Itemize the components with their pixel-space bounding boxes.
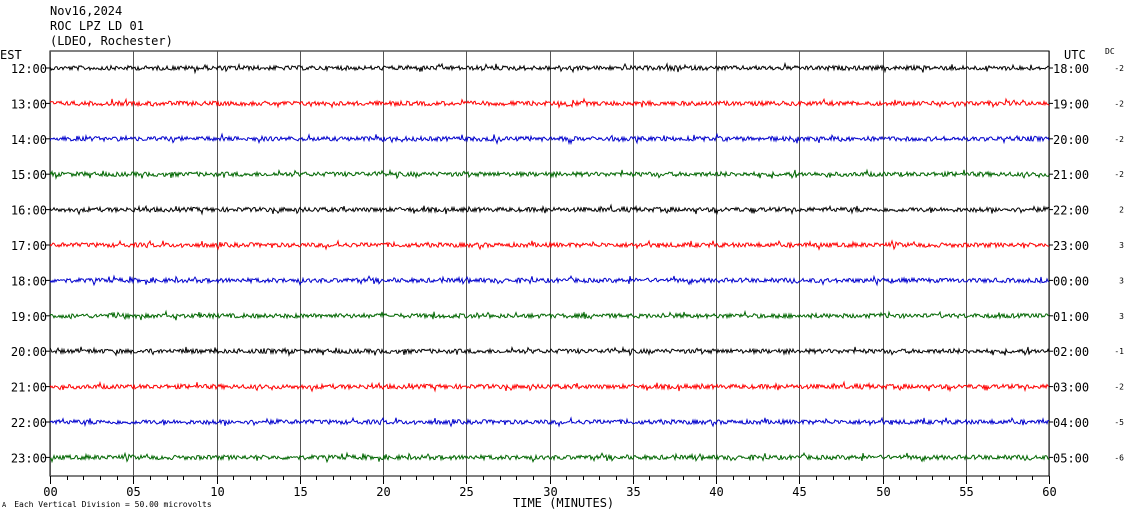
x-tick-label: 45 bbox=[792, 485, 806, 499]
seismic-trace-1900 bbox=[49, 309, 1050, 321]
x-tick-label: 20 bbox=[376, 485, 390, 499]
seismic-trace-2100 bbox=[49, 380, 1050, 393]
utc-time-label: 01:00 bbox=[1053, 310, 1089, 324]
x-tick-label: 35 bbox=[626, 485, 640, 499]
utc-time-label: 23:00 bbox=[1053, 239, 1089, 253]
seismic-trace-1600 bbox=[49, 203, 1050, 216]
est-time-label: 18:00 bbox=[11, 274, 47, 288]
dc-offset-label: 3 bbox=[1119, 241, 1124, 250]
dc-offset-label: -2 bbox=[1114, 99, 1124, 108]
x-tick-label: 55 bbox=[959, 485, 973, 499]
seismic-trace-1700 bbox=[49, 239, 1050, 251]
est-time-label: 16:00 bbox=[11, 204, 47, 218]
dc-offset-label: 3 bbox=[1119, 312, 1124, 321]
est-time-label: 17:00 bbox=[11, 239, 47, 253]
seismic-trace-1300 bbox=[49, 97, 1050, 109]
x-tick-label: 00 bbox=[43, 485, 57, 499]
x-tick-label: 30 bbox=[543, 485, 557, 499]
x-tick-label: 60 bbox=[1042, 485, 1056, 499]
dc-offset-label: -2 bbox=[1114, 170, 1124, 179]
dc-offset-label: -2 bbox=[1114, 383, 1124, 392]
seismic-trace-1400 bbox=[49, 132, 1050, 146]
dc-axis-label: DC bbox=[1105, 47, 1115, 56]
header-station: ROC LPZ LD 01 bbox=[50, 19, 144, 33]
scale-note-text: Each Vertical Division = 50.00 microvolt… bbox=[14, 500, 212, 509]
est-time-label: 21:00 bbox=[11, 381, 47, 395]
dc-offset-label: 2 bbox=[1119, 206, 1124, 215]
seismic-trace-1200 bbox=[49, 61, 1050, 75]
utc-time-label: 00:00 bbox=[1053, 274, 1089, 288]
corner-mark: A bbox=[2, 501, 7, 509]
utc-time-label: 03:00 bbox=[1053, 381, 1089, 395]
seismic-trace-1500 bbox=[49, 168, 1050, 181]
x-tick-label: 10 bbox=[210, 485, 224, 499]
dc-offset-label: -2 bbox=[1114, 135, 1124, 144]
header-network: (LDEO, Rochester) bbox=[50, 34, 173, 48]
est-time-label: 22:00 bbox=[11, 416, 47, 430]
est-time-label: 12:00 bbox=[11, 62, 47, 76]
utc-time-label: 20:00 bbox=[1053, 133, 1089, 147]
utc-time-label: 19:00 bbox=[1053, 97, 1089, 111]
header-date: Nov16,2024 bbox=[50, 4, 123, 18]
utc-time-label: 02:00 bbox=[1053, 345, 1089, 359]
seismic-trace-2000 bbox=[49, 345, 1050, 358]
utc-time-label: 18:00 bbox=[1053, 62, 1089, 76]
est-time-label: 14:00 bbox=[11, 133, 47, 147]
x-tick-label: 15 bbox=[293, 485, 307, 499]
x-tick-label: 50 bbox=[876, 485, 890, 499]
est-time-label: 23:00 bbox=[11, 451, 47, 465]
est-axis-label: EST bbox=[0, 48, 22, 62]
scale-note: A Each Vertical Division = 50.00 microvol… bbox=[2, 500, 212, 509]
utc-time-label: 04:00 bbox=[1053, 416, 1089, 430]
plot-frame bbox=[49, 50, 1050, 477]
seismic-trace-2200 bbox=[49, 416, 1050, 428]
x-tick-label: 25 bbox=[459, 485, 473, 499]
x-tick-label: 05 bbox=[126, 485, 140, 499]
x-tick-label: 40 bbox=[709, 485, 723, 499]
utc-time-label: 05:00 bbox=[1053, 451, 1089, 465]
dc-offset-label: -5 bbox=[1114, 418, 1124, 427]
seismic-trace-1800 bbox=[49, 274, 1050, 287]
utc-time-label: 21:00 bbox=[1053, 168, 1089, 182]
seismic-trace-2300 bbox=[49, 451, 1050, 464]
utc-time-label: 22:00 bbox=[1053, 204, 1089, 218]
dc-offset-label: -1 bbox=[1114, 347, 1124, 356]
est-time-label: 13:00 bbox=[11, 97, 47, 111]
dc-offset-label: -2 bbox=[1114, 64, 1124, 73]
dc-offset-label: 3 bbox=[1119, 276, 1124, 285]
est-time-label: 19:00 bbox=[11, 310, 47, 324]
dc-offset-label: -6 bbox=[1114, 453, 1124, 462]
est-time-label: 20:00 bbox=[11, 345, 47, 359]
utc-axis-label: UTC bbox=[1064, 48, 1086, 62]
x-axis-label: TIME (MINUTES) bbox=[513, 496, 615, 510]
est-time-label: 15:00 bbox=[11, 168, 47, 182]
